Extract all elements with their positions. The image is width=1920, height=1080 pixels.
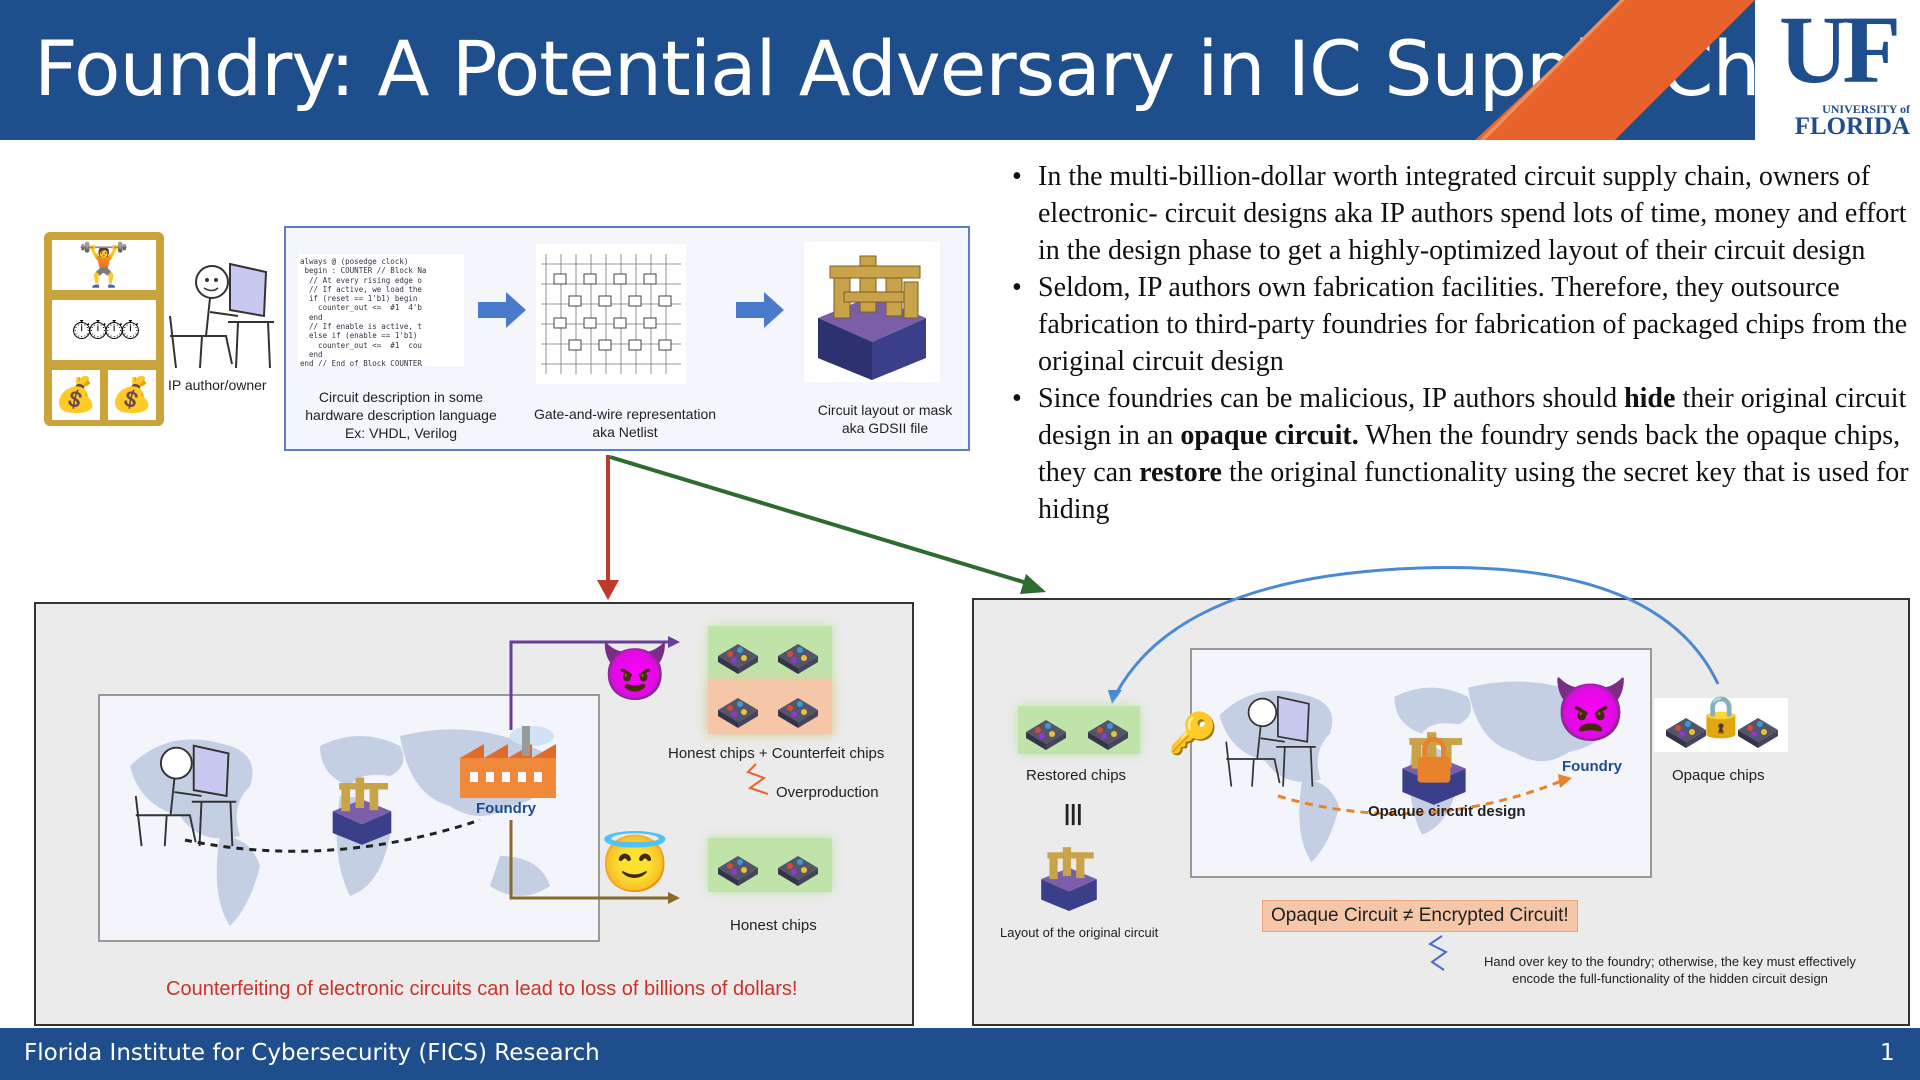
person-at-computer-icon (169, 262, 274, 369)
restored-chips-label: Restored chips (1026, 767, 1127, 784)
pleading-devil-icon: 👿 (1552, 676, 1630, 745)
original-layout-label: Layout of the original circuit (1000, 925, 1159, 940)
uf-logo-florida: FLORIDA (1794, 113, 1910, 140)
overproduction-label: Overproduction (776, 784, 879, 801)
chip-icon (1084, 706, 1132, 754)
chip-icon (714, 684, 762, 732)
footer-text: Florida Institute for Cybersecurity (FIC… (24, 1040, 600, 1066)
opaque-chips-label: Opaque chips (1672, 767, 1765, 784)
money-bag-icon: 💰 (108, 370, 156, 420)
chip-icon (774, 842, 822, 890)
hdl-caption: Circuit description in some hardware des… (305, 389, 497, 441)
chip-icon (1662, 704, 1710, 752)
hdl-code-text: always @ (posedge clock) begin : COUNTER… (300, 257, 427, 366)
key-icon: 🔑 (1168, 712, 1218, 756)
flow-arrow-icon (478, 292, 526, 328)
uf-logo-monogram: UF (1779, 0, 1901, 103)
ip-author-label: IP author/owner (168, 377, 267, 393)
angel-face-icon: 😇 (600, 832, 670, 895)
ip-author-icon-left (134, 744, 237, 847)
chip-layout-icon (1041, 847, 1097, 911)
bullet-1: In the multi-billion-dollar worth integr… (1012, 158, 1912, 269)
foundry-label-left: Foundry (476, 800, 536, 817)
uf-logo-university: UNIVERSITY of (1822, 102, 1910, 116)
flow-arrow-icon (736, 292, 784, 328)
world-map-right (1190, 648, 1652, 878)
factory-icon (460, 726, 556, 798)
money-bag-icon: 💰 (52, 370, 100, 420)
layout-caption: Circuit layout or mask aka GDSII file (817, 402, 953, 436)
bullet-3: Since foundries can be malicious, IP aut… (1012, 380, 1912, 528)
hdl-code-snippet: always @ (posedge clock) begin : COUNTER… (298, 254, 464, 366)
netlist-caption: Gate-and-wire representation aka Netlist (533, 406, 717, 440)
page-number: 1 (1880, 1040, 1895, 1066)
locked-chip-layout-icon (1402, 732, 1466, 805)
equivalence-symbol: ||| (1064, 800, 1083, 825)
chip-layout-icon (332, 777, 392, 845)
bullet-list: In the multi-billion-dollar worth integr… (1012, 158, 1912, 528)
chip-layout-3d-icon (804, 242, 940, 382)
devil-face-icon: 😈 (600, 640, 670, 703)
ip-author-icon-right (1225, 695, 1316, 787)
netlist-diagram (536, 244, 686, 384)
lock-icon: 🔒 (1696, 695, 1746, 739)
handover-note: Hand over key to the foundry; otherwise,… (1484, 954, 1856, 986)
opaque-design-label: Opaque circuit design (1368, 803, 1526, 820)
bullet-2: Seldom, IP authors own fabrication facil… (1012, 269, 1912, 380)
chip-icon (714, 630, 762, 678)
weightlifter-icon: 🏋 (52, 240, 156, 290)
orange-accent-stripe (1475, 0, 1755, 140)
counterfeit-warning: Counterfeiting of electronic circuits ca… (166, 978, 798, 1000)
uf-logo (1755, 0, 1920, 140)
footer-bar (0, 1028, 1920, 1080)
clocks-icon: ⏱⏱⏱⏱ (52, 300, 156, 360)
chip-icon (774, 630, 822, 678)
chip-icon (1734, 704, 1782, 752)
opaque-vs-encrypted-note: Opaque Circuit ≠ Encrypted Circuit! (1262, 900, 1578, 932)
chip-icon (1022, 706, 1070, 754)
chip-icon (714, 842, 762, 890)
foundry-label-right: Foundry (1562, 758, 1622, 775)
honest-chips-label: Honest chips (730, 917, 817, 934)
green-arrow-to-opaque-panel (609, 455, 1031, 586)
chip-icon (774, 684, 822, 732)
honest-counterfeit-label: Honest chips + Counterfeit chips (668, 745, 885, 762)
